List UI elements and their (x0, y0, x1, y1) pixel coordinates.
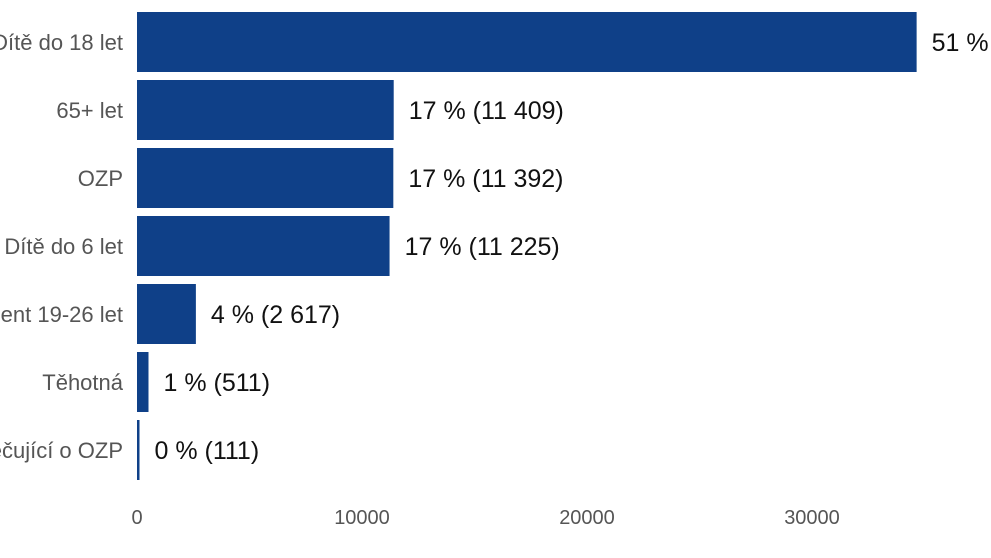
value-label-5: 1 % (511) (163, 369, 270, 397)
value-label-0: 51 % (34 650) (932, 29, 991, 57)
value-label-1: 17 % (11 409) (409, 97, 564, 125)
bar-4 (137, 284, 196, 344)
category-label-0: Dítě do 18 let (0, 30, 123, 55)
bar-1 (137, 80, 394, 140)
value-label-2: 17 % (11 392) (408, 165, 563, 193)
category-label-6: Pečující o OZP (0, 438, 123, 463)
x-tick-label-0: 0 (131, 507, 142, 529)
bar-3 (137, 216, 390, 276)
category-label-3: Dítě do 6 let (4, 234, 123, 259)
value-label-3: 17 % (11 225) (405, 233, 560, 261)
labels-layer: Dítě do 18 let 51 % (34 650) 65+ let 17 % (… (0, 29, 991, 465)
x-tick-label-1: 10000 (334, 507, 390, 529)
category-label-4: Student 19-26 let (0, 302, 123, 327)
bars-layer (137, 12, 917, 480)
bar-5 (137, 352, 149, 412)
bar-0 (137, 12, 917, 72)
category-label-2: OZP (78, 166, 123, 191)
value-label-6: 0 % (111) (154, 437, 259, 465)
category-label-5: Těhotná (42, 370, 123, 395)
bar-2 (137, 148, 394, 208)
value-label-4: 4 % (2 617) (211, 301, 340, 329)
x-axis: 0 10000 20000 30000 (131, 507, 839, 529)
x-tick-label-3: 30000 (784, 507, 840, 529)
bar-6 (137, 420, 140, 480)
x-tick-label-2: 20000 (559, 507, 615, 529)
category-label-1: 65+ let (56, 98, 123, 123)
